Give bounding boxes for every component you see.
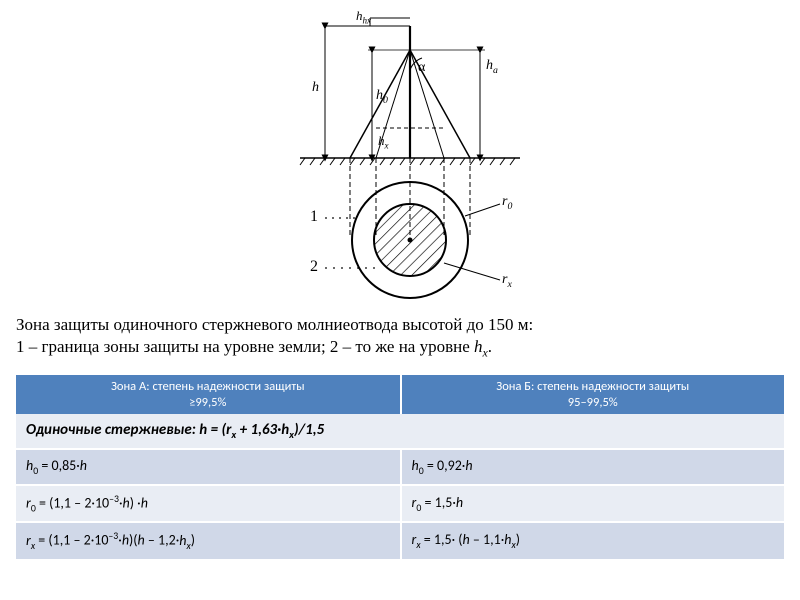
cell-a: r0 = (1,1 – 2·10–3·h) ·h [16,485,401,522]
label-rx: rx [502,272,512,290]
cell-a: h0 = 0,85·h [16,449,401,485]
table-header-row: Зона А: степень надежности защиты ≥99,5%… [16,375,784,414]
label-r0: r0 [502,194,512,212]
cell-formula: Одиночные стержневые: h = (rx + 1,63·hx)… [16,414,784,449]
formulas-table: Зона А: степень надежности защиты ≥99,5%… [16,375,784,561]
caption-line1: Зона защиты одиночного стержневого молни… [16,314,784,336]
table-row: rx = (1,1 – 2·10–3·h)(h – 1,2·hx) rx = 1… [16,522,784,559]
diagram-svg [260,8,540,308]
cell-b: r0 = 1,5·h [401,485,784,522]
header-zone-b: Зона Б: степень надежности защиты 95–99,… [401,375,784,414]
cell-b: h0 = 0,92·h [401,449,784,485]
caption: Зона защиты одиночного стержневого молни… [16,314,784,361]
label-1: 1 [310,208,318,226]
cell-a: rx = (1,1 – 2·10–3·h)(h – 1,2·hx) [16,522,401,559]
formulas-table-wrap: Зона А: степень надежности защиты ≥99,5%… [16,375,784,561]
label-alpha: α [418,60,425,76]
label-h-hx: hhx [356,8,371,26]
table-row-formula: Одиночные стержневые: h = (rx + 1,63·hx)… [16,414,784,449]
label-h0: h0 [376,88,388,106]
table-row: h0 = 0,85·h h0 = 0,92·h [16,449,784,485]
lightning-rod-diagram: h hhx ha h0 hx α r0 rx 1 2 [260,8,540,308]
label-h: h [312,80,319,96]
diagram-container: h hhx ha h0 hx α r0 rx 1 2 [16,8,784,308]
label-h-a: ha [486,58,498,76]
label-hx: hx [378,133,389,151]
caption-line2: 1 – граница зоны защиты на уровне земли;… [16,336,784,361]
label-2: 2 [310,258,318,276]
table-row: r0 = (1,1 – 2·10–3·h) ·h r0 = 1,5·h [16,485,784,522]
header-zone-a: Зона А: степень надежности защиты ≥99,5% [16,375,401,414]
cell-b: rx = 1,5· (h – 1,1·hx) [401,522,784,559]
